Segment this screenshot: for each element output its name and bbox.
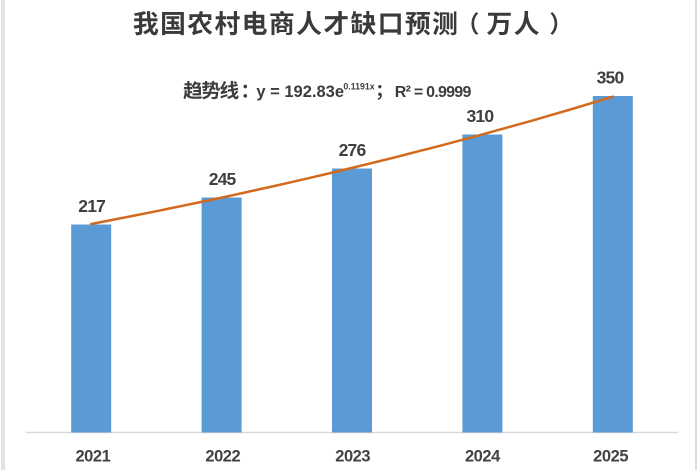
- svg-text:217: 217: [78, 196, 105, 216]
- svg-text:350: 350: [597, 67, 625, 87]
- svg-text:2024: 2024: [465, 448, 501, 466]
- svg-text:2025: 2025: [593, 448, 628, 466]
- svg-text:310: 310: [466, 106, 494, 126]
- svg-text:2023: 2023: [335, 448, 370, 466]
- svg-text:276: 276: [339, 140, 367, 160]
- svg-text:R² = 0.9999: R² = 0.9999: [395, 84, 472, 101]
- svg-text:y = 192.83e: y = 192.83e: [256, 83, 344, 101]
- svg-text:0.1191x: 0.1191x: [343, 82, 374, 92]
- svg-text:2022: 2022: [205, 448, 240, 466]
- svg-text:2021: 2021: [75, 448, 110, 466]
- svg-text:245: 245: [209, 169, 237, 189]
